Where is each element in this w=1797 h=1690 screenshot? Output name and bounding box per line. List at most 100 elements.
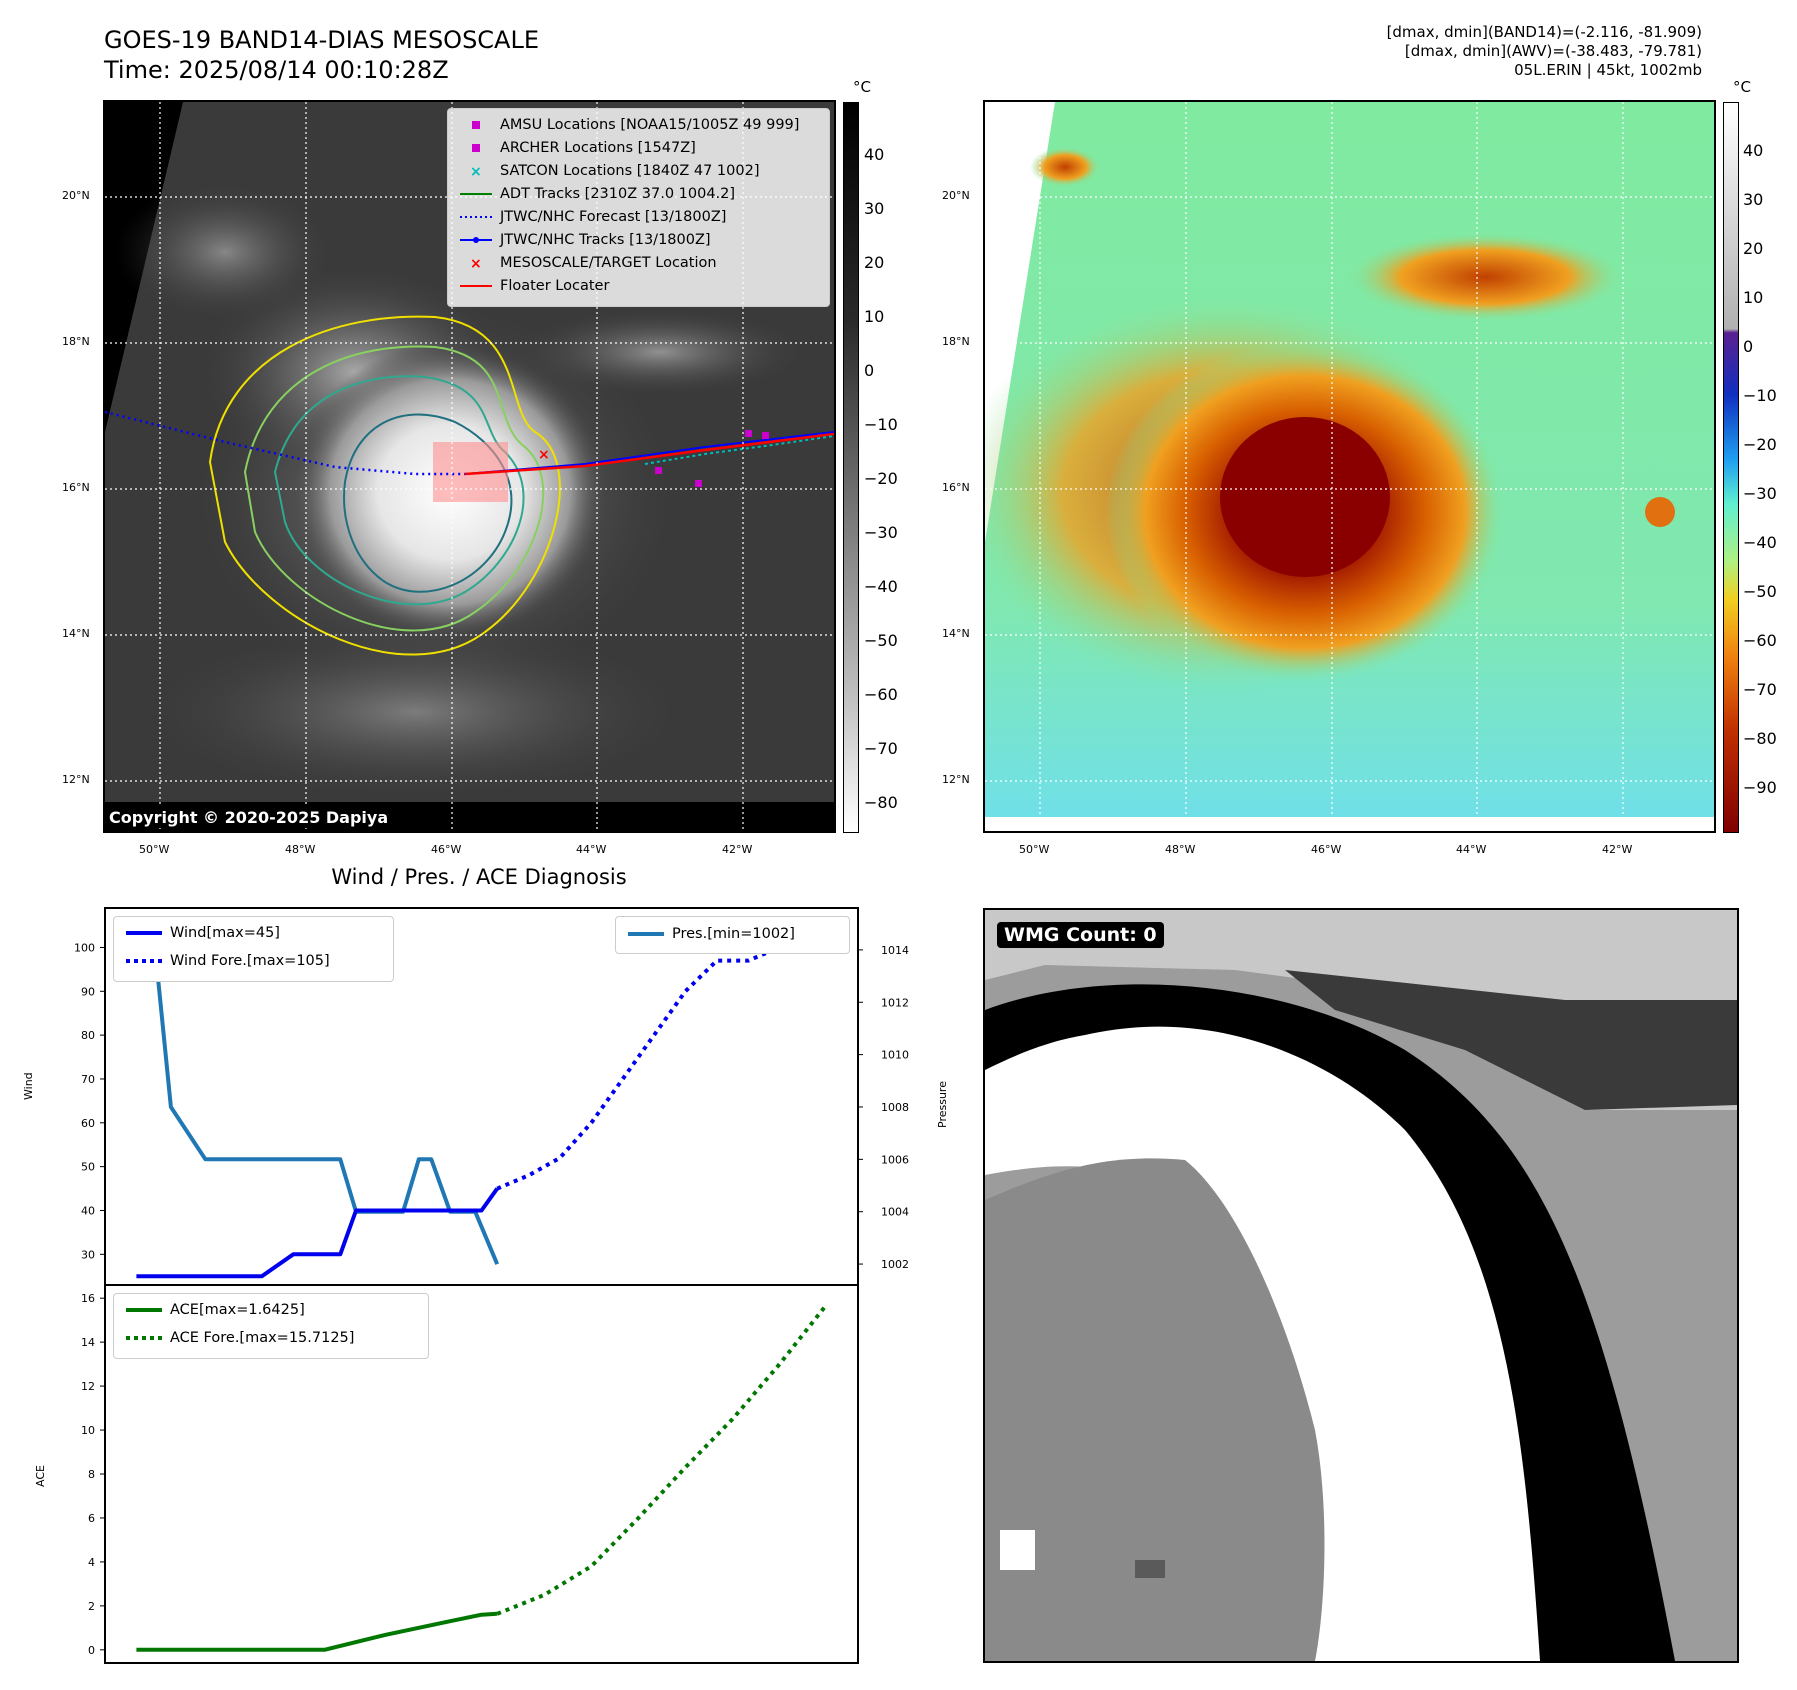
archer-marker-1: [745, 430, 752, 437]
map-legend-row: × SATCON Locations [1840Z 47 1002]: [458, 161, 759, 181]
map-legend-label: ADT Tracks [2310Z 37.0 1004.2]: [500, 186, 736, 202]
wind-forecast-legend-label: Wind Fore.[max=105]: [170, 953, 330, 969]
wind-tick-label: 30: [81, 1248, 95, 1261]
ace-tick-label: 10: [81, 1424, 95, 1437]
map-legend-row: × MESOSCALE/TARGET Location: [458, 253, 717, 273]
wind-tick-label: 80: [81, 1029, 95, 1042]
colorbar-tick-label: 30: [864, 199, 885, 218]
colorbar-left-unit: °C: [853, 78, 871, 96]
awv-cluster-north: [1345, 232, 1625, 322]
ace-legend-row: ACE[max=1.6425]: [124, 1300, 305, 1320]
wind-tick-label: 60: [81, 1117, 95, 1130]
wmg-gray-core: [985, 1158, 1325, 1661]
copyright-label: Copyright © 2020-2025 Dapiya: [105, 807, 393, 828]
legend-symbol-dotline: [460, 237, 492, 243]
colorbar-tick-label: 10: [864, 307, 885, 326]
dotted-line-swatch: [126, 1336, 162, 1340]
lat-label: 12°N: [62, 773, 90, 786]
colorbar-tick-label: 0: [1743, 337, 1754, 356]
info-line3: 05L.ERIN | 45kt, 1002mb: [1514, 61, 1702, 79]
satcon-points: [644, 435, 834, 465]
colorbar-tick-label: 30: [1743, 190, 1764, 209]
colorbar-tick-label: 20: [1743, 239, 1764, 258]
info-line2: [dmax, dmin](AWV)=(-38.483, -79.781): [1404, 42, 1702, 60]
archer-marker-2: [762, 432, 769, 439]
map-legend: AMSU Locations [NOAA15/1005Z 49 999] ARCH…: [447, 108, 830, 307]
lat-label: 14°N: [62, 627, 90, 640]
colorbar-tick-label: −30: [864, 523, 898, 542]
map-legend-label: AMSU Locations [NOAA15/1005Z 49 999]: [500, 117, 800, 133]
colorbar-tick-label: −40: [864, 577, 898, 596]
awv-cluster-nw: [1030, 147, 1100, 187]
wind-line: [136, 1187, 499, 1279]
colorbar-right: [1723, 102, 1739, 833]
awv-cluster-east: [1645, 497, 1675, 527]
amsu-marker-2: [695, 480, 702, 487]
lat-label: 12°N: [942, 773, 970, 786]
map-legend-label: Floater Locater: [500, 278, 610, 294]
colorbar-tick-label: −50: [864, 631, 898, 650]
wmg-white-pixel: [1000, 1530, 1035, 1570]
legend-symbol-line: [460, 193, 492, 195]
ace-tick-label: 8: [88, 1468, 95, 1481]
amsu-marker-1: [655, 467, 662, 474]
lon-label: 48°W: [1165, 843, 1196, 856]
colorbar-left: [843, 102, 859, 833]
lat-label: 20°N: [942, 189, 970, 202]
wind-legend: Wind[max=45] Wind Fore.[max=105]: [113, 916, 394, 982]
ace-tick-label: 12: [81, 1380, 95, 1393]
wind-tick-label: 70: [81, 1073, 95, 1086]
pressure-tick-label: 1014: [881, 944, 909, 957]
wmg-panel[interactable]: WMG Count: 0: [983, 908, 1739, 1663]
contour-lightgreen: [243, 345, 545, 632]
band14-map-svg: ×: [105, 102, 834, 831]
pressure-legend: Pres.[min=1002]: [615, 916, 850, 954]
wmg-dark-region: [1285, 970, 1737, 1110]
colorbar-tick-label: 40: [864, 145, 885, 164]
colorbar-tick-label: 20: [864, 253, 885, 272]
colorbar-tick-label: −30: [1743, 484, 1777, 503]
map-legend-label: SATCON Locations [1840Z 47 1002]: [500, 163, 760, 179]
pressure-tick-label: 1008: [881, 1101, 909, 1114]
pressure-tick-label: 1010: [881, 1049, 909, 1062]
ace-tick-label: 6: [88, 1512, 95, 1525]
cloud-band-south: [135, 622, 695, 802]
wind-forecast-line: [496, 932, 812, 1191]
colorbar-tick-label: −70: [1743, 680, 1777, 699]
lat-label: 14°N: [942, 627, 970, 640]
map-legend-label: MESOSCALE/TARGET Location: [500, 255, 717, 271]
wmg-svg: [985, 910, 1737, 1661]
lon-label: 46°W: [1311, 843, 1342, 856]
lon-label: 42°W: [1602, 843, 1633, 856]
ace-tick-label: 14: [81, 1336, 95, 1349]
ace-forecast-legend-row: ACE Fore.[max=15.7125]: [124, 1328, 354, 1348]
colorbar-tick-label: −70: [864, 739, 898, 758]
info-line1: [dmax, dmin](BAND14)=(-2.116, -81.909): [1386, 23, 1702, 41]
lon-label: 50°W: [139, 843, 170, 856]
contour-yellow: [208, 315, 561, 656]
ace-axis-label: ACE: [34, 1465, 47, 1487]
pressure-tick-label: 1006: [881, 1153, 909, 1166]
lat-label: 18°N: [942, 335, 970, 348]
wind-tick-label: 40: [81, 1204, 95, 1217]
colorbar-tick-label: 40: [1743, 141, 1764, 160]
colorbar-tick-label: −40: [1743, 533, 1777, 552]
map-legend-row: JTWC/NHC Tracks [13/1800Z]: [458, 230, 711, 250]
map-legend-label: JTWC/NHC Tracks [13/1800Z]: [500, 232, 711, 248]
awv-map-panel[interactable]: [983, 100, 1716, 833]
legend-symbol-x: ×: [470, 164, 482, 180]
dotted-line-swatch: [126, 959, 162, 963]
cloud-cluster-nw: [115, 182, 335, 322]
ace-forecast-legend-label: ACE Fore.[max=15.7125]: [170, 1330, 355, 1346]
solid-line-swatch: [126, 931, 162, 935]
band14-map-panel[interactable]: × AMSU Locations [NOAA15/1005Z 49 999] AR…: [103, 100, 836, 833]
svg-text:×: ×: [470, 164, 482, 180]
colorbar-tick-label: −20: [1743, 435, 1777, 454]
legend-symbol-dotted: [460, 216, 492, 218]
lon-label: 50°W: [1019, 843, 1050, 856]
contour-teal: [273, 375, 525, 606]
colorbar-tick-label: −10: [864, 415, 898, 434]
lon-label: 46°W: [431, 843, 462, 856]
lat-label: 16°N: [942, 481, 970, 494]
awv-gridlines: [985, 102, 1714, 831]
